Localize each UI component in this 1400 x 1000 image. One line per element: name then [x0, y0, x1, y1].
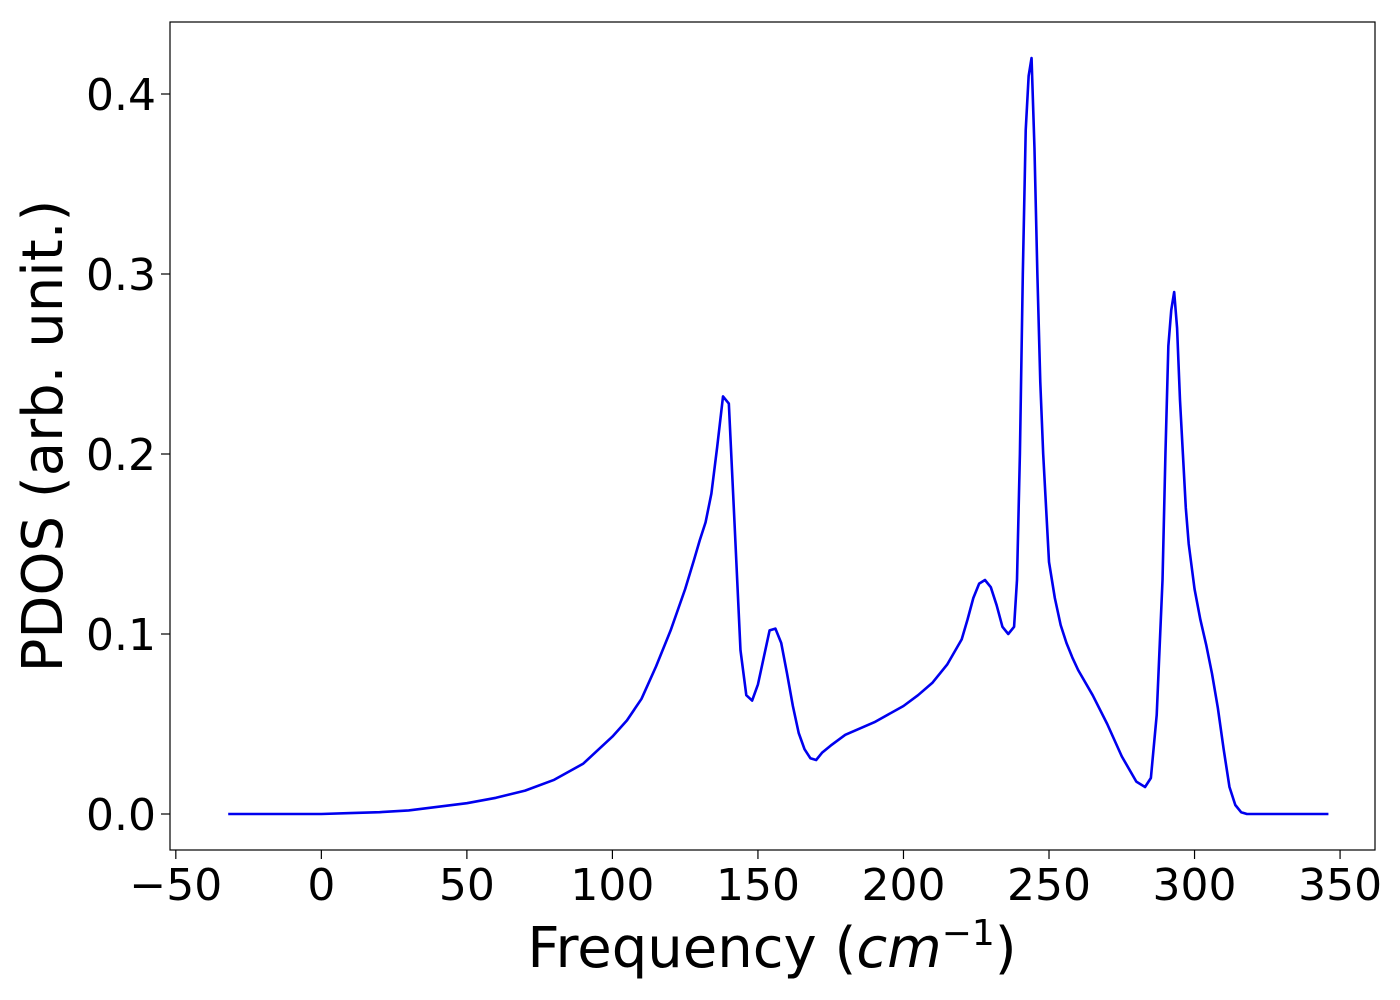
series-line-0	[228, 56, 1329, 816]
x-tick-label: 0	[307, 860, 335, 911]
x-tick-label: 250	[1007, 860, 1091, 911]
plot-frame	[169, 21, 1376, 851]
y-tick-label: 0.4	[86, 70, 156, 121]
x-axis-label: Frequency (cm−1)	[527, 913, 1016, 981]
x-tick-label: 350	[1298, 860, 1382, 911]
y-axis-ticks: 0.0 0.1 0.2 0.3 0.4	[86, 70, 170, 841]
y-tick-label: 0.3	[86, 250, 156, 301]
x-tick-label: 150	[716, 860, 800, 911]
x-axis-ticks: −50 0 50 100 150 200 250 300 350	[129, 850, 1382, 911]
plot-area	[169, 21, 1376, 851]
y-tick-label: 0.1	[86, 610, 156, 661]
y-tick-label: 0.0	[86, 790, 156, 841]
x-tick-label: 200	[861, 860, 945, 911]
x-tick-label: −50	[129, 860, 222, 911]
x-tick-label: 100	[570, 860, 654, 911]
y-axis-label: PDOS (arb. unit.)	[11, 200, 76, 673]
x-tick-label: 300	[1153, 860, 1237, 911]
y-tick-label: 0.2	[86, 430, 156, 481]
series-group	[228, 56, 1329, 816]
x-tick-label: 50	[439, 860, 495, 911]
